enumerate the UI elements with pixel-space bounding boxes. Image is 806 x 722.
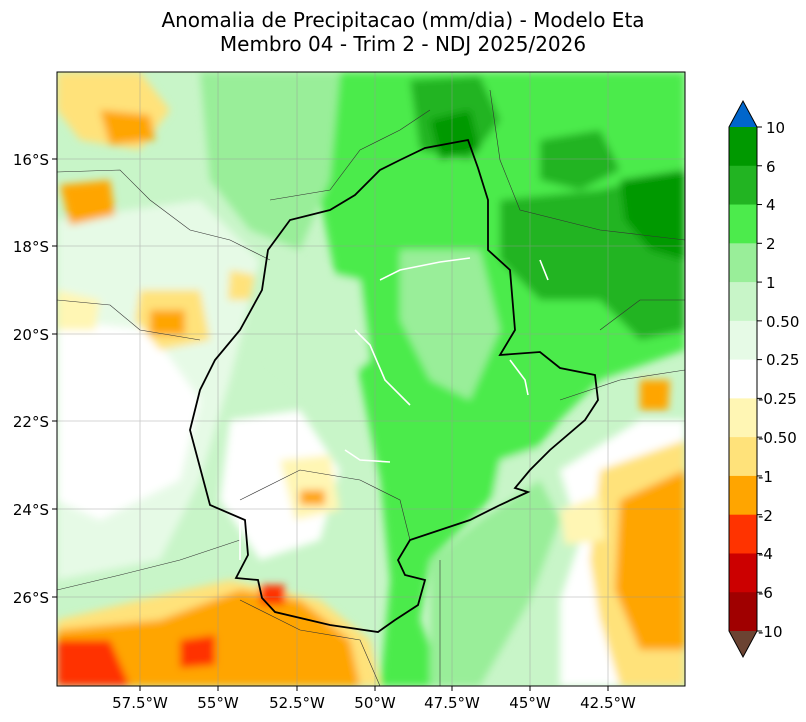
colorbar-segments <box>729 127 757 632</box>
basin-outline <box>189 138 599 633</box>
lon-tick-label: 55°W <box>197 694 239 712</box>
lon-tick-label: 52.5°W <box>269 694 325 712</box>
lon-tick-label: 57.5°W <box>112 694 168 712</box>
colorbar-label: 0.50 <box>766 313 799 331</box>
colorbar-segment <box>729 592 757 632</box>
colorbar-label: 6 <box>766 158 776 176</box>
colorbar-label: 10 <box>766 119 785 137</box>
colorbar-segment <box>729 475 757 516</box>
colorbar-segment <box>729 127 757 167</box>
colorbar-label: -6 <box>758 584 773 602</box>
chart-title-line-1: Anomalia de Precipitacao (mm/dia) - Mode… <box>161 8 645 32</box>
lat-tick-label: 18°S <box>13 238 49 256</box>
colorbar-extend-bottom <box>729 631 757 657</box>
colorbar-segment <box>729 398 757 438</box>
lon-tick-label: 45°W <box>509 694 551 712</box>
colorbar-segment <box>729 165 757 206</box>
colorbar: 10 6 4 2 1 0.50 0.25 -0.25 -0.50 -1 -2 -… <box>728 99 799 659</box>
colorbar-segment <box>729 243 757 283</box>
colorbar-label: -0.25 <box>758 390 797 408</box>
colorbar-segment <box>729 320 757 361</box>
colorbar-label: -0.50 <box>758 429 797 447</box>
colorbar-segment <box>729 437 757 477</box>
lon-tick-label: 47.5°W <box>424 694 480 712</box>
colorbar-label: 0.25 <box>766 351 799 369</box>
precipitation-anomaly-field <box>57 72 685 686</box>
colorbar-label: -10 <box>758 623 783 641</box>
map-frame <box>56 71 686 687</box>
lon-tick-label: 42.5°W <box>580 694 636 712</box>
map-gridlines <box>57 72 685 686</box>
state-borders <box>57 89 685 686</box>
colorbar-label: -4 <box>758 545 773 563</box>
lat-tick-label: 22°S <box>13 413 49 431</box>
colorbar-segment <box>729 553 757 593</box>
lat-tick-label: 16°S <box>13 151 49 169</box>
colorbar-segment <box>729 514 757 554</box>
colorbar-label: -2 <box>758 507 773 525</box>
colorbar-label: 1 <box>766 274 776 292</box>
colorbar-label: 4 <box>766 196 776 214</box>
colorbar-segment <box>729 282 757 322</box>
axis-ticks <box>52 158 609 691</box>
rivers <box>239 257 549 560</box>
colorbar-segment <box>729 204 757 244</box>
lon-tick-label: 50°W <box>354 694 396 712</box>
lat-tick-label: 26°S <box>13 589 49 607</box>
colorbar-label: -1 <box>758 468 773 486</box>
lat-tick-label: 24°S <box>13 501 49 519</box>
lat-tick-label: 20°S <box>13 326 49 344</box>
colorbar-label: 2 <box>766 235 776 253</box>
colorbar-segment <box>729 359 757 399</box>
chart-title-line-2: Membro 04 - Trim 2 - NDJ 2025/2026 <box>219 32 587 56</box>
